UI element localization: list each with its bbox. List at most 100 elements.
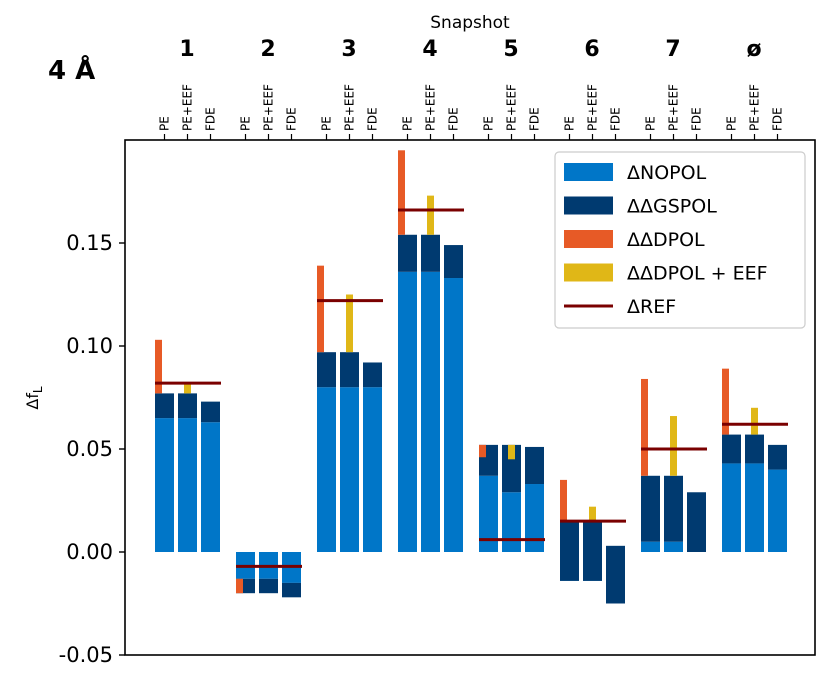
method-label: PE bbox=[482, 116, 496, 131]
method-label: PE+EEF bbox=[667, 84, 681, 131]
legend-label-dpol_eef: ΔΔDPOL + EEF bbox=[627, 263, 768, 285]
method-label: PE bbox=[725, 116, 739, 131]
bar-peeef-gspol bbox=[178, 393, 197, 419]
bar-peeef-dpol-eef bbox=[670, 416, 677, 476]
bar-fde-gspol bbox=[768, 444, 787, 470]
bar-peeef-gspol bbox=[259, 578, 278, 594]
bar-pe-gspol bbox=[155, 393, 174, 419]
bar-peeef-dpol-eef bbox=[184, 383, 191, 394]
bar-peeef-gspol bbox=[421, 234, 440, 272]
y-axis-label-main: Δf bbox=[23, 393, 42, 410]
bar-peeef-nopol bbox=[178, 418, 197, 552]
bar-peeef-nopol bbox=[664, 541, 683, 552]
bar-pe-nopol bbox=[641, 541, 660, 552]
bar-peeef-dpol-eef bbox=[589, 506, 596, 522]
bar-pe-nopol bbox=[479, 475, 498, 552]
top-axis-label: Snapshot bbox=[430, 13, 510, 33]
method-label: FDE bbox=[528, 107, 542, 131]
bar-peeef-nopol bbox=[421, 271, 440, 552]
bar-pe-nopol bbox=[722, 463, 741, 552]
bar-pe-gspol bbox=[722, 434, 741, 464]
bar-pe-gspol bbox=[560, 521, 579, 581]
bar-pe-dpol bbox=[722, 368, 729, 435]
bar-pe-dpol bbox=[317, 265, 324, 353]
method-label: PE bbox=[158, 116, 172, 131]
bar-fde-nopol bbox=[201, 422, 220, 552]
method-label: PE bbox=[563, 116, 577, 131]
method-label: FDE bbox=[609, 107, 623, 131]
method-label: PE+EEF bbox=[181, 84, 195, 131]
method-label: FDE bbox=[771, 107, 785, 131]
snapshot-group-6 bbox=[560, 479, 625, 604]
bar-peeef-gspol bbox=[583, 521, 602, 581]
bars-group bbox=[155, 150, 787, 604]
method-label: PE+EEF bbox=[343, 84, 357, 131]
legend-swatch-gspol bbox=[564, 196, 613, 215]
bar-fde-gspol bbox=[363, 362, 382, 388]
bar-fde-nopol bbox=[768, 469, 787, 552]
bar-pe-dpol bbox=[155, 339, 162, 394]
y-axis-label: ΔfL bbox=[23, 386, 45, 410]
bar-pe-nopol bbox=[317, 387, 336, 552]
bar-peeef-dpol-eef bbox=[427, 195, 434, 235]
snapshot-label-3: 3 bbox=[341, 37, 356, 62]
method-label: PE+EEF bbox=[424, 84, 438, 131]
legend-swatch-nopol bbox=[564, 163, 613, 181]
bar-fde-gspol bbox=[606, 545, 625, 604]
snapshot-group-4 bbox=[398, 150, 463, 552]
snapshot-label-5: 5 bbox=[503, 37, 518, 62]
y-tick-label: -0.05 bbox=[59, 643, 113, 667]
bar-fde-nopol bbox=[363, 387, 382, 552]
bar-peeef-gspol bbox=[340, 352, 359, 388]
bar-fde-gspol bbox=[282, 582, 301, 598]
legend-label-dpol: ΔΔDPOL bbox=[627, 229, 705, 251]
bar-pe-nopol bbox=[398, 271, 417, 552]
panel-label: 4 Å bbox=[48, 54, 95, 86]
bar-peeef-gspol bbox=[664, 475, 683, 542]
y-tick-label: 0.15 bbox=[66, 231, 113, 255]
bar-fde-gspol bbox=[444, 245, 463, 279]
bar-pe-gspol bbox=[317, 352, 336, 388]
bar-pe-dpol bbox=[236, 578, 243, 594]
method-label: FDE bbox=[366, 107, 380, 131]
legend-box bbox=[554, 151, 806, 329]
bar-fde-gspol bbox=[687, 492, 706, 552]
bar-fde-gspol bbox=[201, 401, 220, 423]
bar-peeef-nopol bbox=[502, 492, 521, 552]
legend-label-gspol: ΔΔGSPOL bbox=[627, 196, 717, 218]
snapshot-label-7: 7 bbox=[665, 37, 680, 62]
bar-pe-nopol bbox=[155, 418, 174, 552]
snapshot-label-1: 1 bbox=[179, 37, 194, 62]
snapshot-group-3 bbox=[317, 265, 382, 552]
method-label: FDE bbox=[690, 107, 704, 131]
snapshot-label-2: 2 bbox=[260, 37, 275, 62]
bar-peeef-dpol-eef bbox=[346, 294, 353, 353]
method-label: PE+EEF bbox=[505, 84, 519, 131]
bar-pe-dpol bbox=[641, 378, 648, 476]
bar-peeef-nopol bbox=[340, 387, 359, 552]
y-tick-label: 0.00 bbox=[66, 540, 113, 564]
bar-peeef-dpol-eef bbox=[751, 407, 758, 435]
method-label: PE bbox=[401, 116, 415, 131]
method-label: FDE bbox=[447, 107, 461, 131]
reference-lines-group bbox=[155, 208, 788, 568]
method-label: PE bbox=[239, 116, 253, 131]
axes-group: -0.05 0.00 0.05 0.10 0.15 1 PE PE+EEF FDE 2 PE PE+E… bbox=[59, 37, 816, 667]
legend-label-nopol: ΔNOPOL bbox=[627, 162, 707, 184]
bar-peeef-dpol-eef bbox=[508, 444, 515, 460]
method-label: PE bbox=[320, 116, 334, 131]
y-tick-label: 0.10 bbox=[66, 334, 113, 358]
bar-pe-dpol bbox=[398, 150, 405, 235]
legend-label-ref: ΔREF bbox=[627, 296, 676, 318]
bar-peeef-gspol bbox=[502, 444, 521, 493]
method-label: PE+EEF bbox=[748, 84, 762, 131]
method-label: PE bbox=[644, 116, 658, 131]
legend-swatch-dpol bbox=[564, 230, 613, 248]
bar-peeef-gspol bbox=[745, 434, 764, 464]
bar-peeef-nopol bbox=[745, 463, 764, 552]
snapshot-label-4: 4 bbox=[422, 37, 437, 62]
snapshot-label-ø: ø bbox=[746, 37, 761, 62]
plot-frame bbox=[124, 139, 816, 656]
snapshot-group-7 bbox=[641, 378, 706, 552]
